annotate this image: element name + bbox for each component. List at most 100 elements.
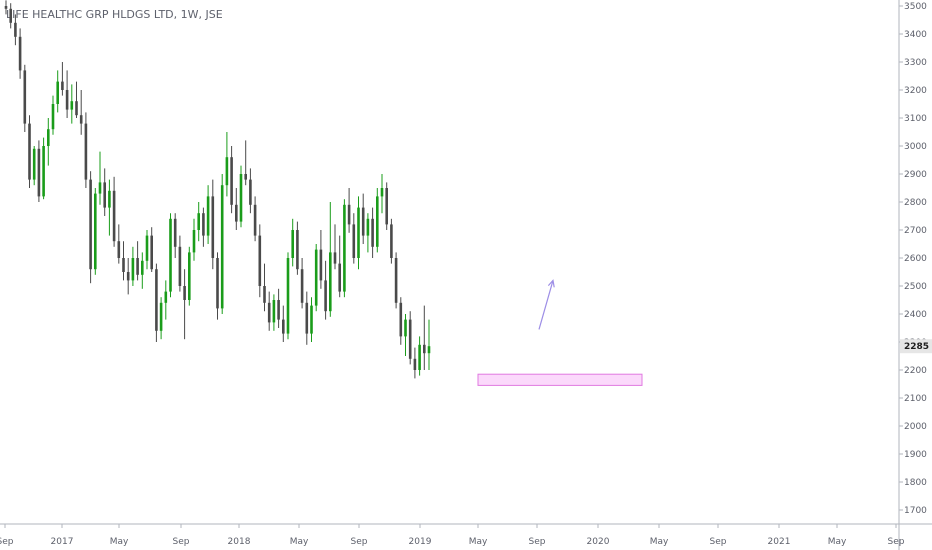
candle-body bbox=[51, 104, 55, 130]
candle-body bbox=[65, 90, 69, 110]
candle-body bbox=[343, 204, 346, 292]
candle-body bbox=[249, 179, 252, 205]
candle-body bbox=[211, 196, 215, 258]
candle-body bbox=[131, 258, 135, 281]
candle-body bbox=[9, 8, 12, 23]
candle-body bbox=[230, 157, 233, 205]
candle-body bbox=[220, 185, 224, 309]
y-tick-label: 3300 bbox=[904, 58, 927, 68]
x-tick-label: 2019 bbox=[409, 537, 432, 547]
candle-body bbox=[164, 291, 168, 303]
y-tick-label: 3200 bbox=[904, 86, 927, 96]
y-tick-label: 2700 bbox=[904, 226, 927, 236]
candle-body bbox=[347, 204, 351, 225]
candle-body bbox=[70, 101, 74, 110]
x-tick-label: Sep bbox=[710, 537, 727, 547]
chart-title: LIFE HEALTHC GRP HLDGS LTD, 1W, JSE bbox=[6, 8, 223, 21]
y-tick-label: 1800 bbox=[904, 478, 927, 488]
last-price-label: 2285 bbox=[904, 342, 929, 352]
candle-body bbox=[75, 101, 78, 116]
y-tick-label: 1900 bbox=[904, 450, 927, 460]
candle-body bbox=[305, 302, 309, 334]
candle-body bbox=[253, 204, 257, 236]
candle-body bbox=[202, 213, 205, 236]
candle-body bbox=[380, 188, 384, 197]
x-tick-label: Sep bbox=[351, 537, 368, 547]
x-axis[interactable]: Sep 2017 May Sep 2018 May Sep 2019 May Sep 2020 May… bbox=[0, 524, 905, 547]
candle-body bbox=[14, 22, 17, 37]
x-tick-label: Sep bbox=[529, 537, 546, 547]
y-tick-label: 3000 bbox=[904, 142, 927, 152]
candle-body bbox=[122, 258, 125, 272]
y-tick-label: 2000 bbox=[904, 422, 927, 432]
candle-body bbox=[277, 300, 280, 320]
y-tick-label: 2500 bbox=[904, 282, 927, 292]
candle-body bbox=[286, 258, 290, 334]
y-axis[interactable]: 3500 3400 3300 3200 3100 3000 2900 2800 2700 2600… bbox=[899, 2, 927, 516]
candle-body bbox=[333, 252, 337, 264]
y-tick-label: 3100 bbox=[904, 114, 927, 124]
arrow-head bbox=[547, 279, 555, 288]
candle-body bbox=[296, 230, 299, 270]
candle-body bbox=[413, 358, 417, 370]
candle-body bbox=[173, 218, 177, 247]
candle-body bbox=[272, 300, 276, 323]
candle-body bbox=[4, 6, 8, 9]
candle-body bbox=[291, 230, 294, 258]
candle-body bbox=[239, 174, 243, 222]
candle-body bbox=[126, 272, 130, 281]
candle-body bbox=[300, 269, 304, 303]
candle-body bbox=[117, 241, 121, 258]
candle-body bbox=[197, 213, 200, 230]
candle-body bbox=[145, 235, 149, 261]
candle-body bbox=[206, 196, 210, 236]
candles-layer bbox=[4, 0, 431, 379]
candle-body bbox=[361, 207, 365, 236]
candle-body bbox=[319, 249, 323, 281]
candle-body bbox=[169, 218, 172, 292]
candle-body bbox=[23, 70, 27, 124]
x-tick-label: May bbox=[469, 537, 488, 547]
y-tick-label: 2100 bbox=[904, 394, 927, 404]
candle-body bbox=[338, 263, 341, 292]
candle-body bbox=[423, 344, 426, 354]
y-tick-label: 2800 bbox=[904, 198, 927, 208]
x-tick-label: Sep bbox=[173, 537, 190, 547]
candle-body bbox=[225, 157, 229, 186]
candle-body bbox=[394, 258, 398, 303]
candle-body bbox=[188, 252, 191, 300]
candle-body bbox=[385, 188, 388, 225]
x-tick-label: 2018 bbox=[228, 537, 251, 547]
candle-body bbox=[28, 123, 31, 180]
x-tick-label: May bbox=[828, 537, 847, 547]
candle-body bbox=[108, 190, 111, 208]
x-tick-label: Sep bbox=[0, 537, 14, 547]
y-tick-label: 2200 bbox=[904, 366, 927, 376]
candle-body bbox=[79, 115, 83, 124]
candle-body bbox=[112, 190, 116, 242]
candle-body bbox=[32, 148, 36, 180]
candle-body bbox=[366, 218, 370, 236]
candle-body bbox=[178, 246, 182, 286]
candle-body bbox=[84, 123, 88, 180]
arrow-shaft bbox=[538, 280, 554, 330]
x-tick-label: 2017 bbox=[51, 537, 74, 547]
candle-body bbox=[418, 344, 421, 370]
candle-body bbox=[235, 204, 238, 222]
x-tick-label: May bbox=[110, 537, 129, 547]
candle-body bbox=[314, 249, 318, 306]
candle-body bbox=[329, 252, 332, 312]
candle-body bbox=[89, 179, 92, 270]
candle-body bbox=[427, 346, 431, 354]
last-price-marker: 2285 bbox=[900, 339, 932, 354]
candle-body bbox=[267, 302, 271, 323]
y-tick-label: 1700 bbox=[904, 506, 927, 516]
candle-body bbox=[18, 36, 22, 71]
candle-body bbox=[371, 218, 374, 247]
candle-body bbox=[404, 319, 407, 337]
candle-body bbox=[37, 148, 41, 197]
candle-body bbox=[136, 258, 139, 275]
candle-body bbox=[103, 182, 106, 208]
candle-body bbox=[192, 230, 196, 253]
